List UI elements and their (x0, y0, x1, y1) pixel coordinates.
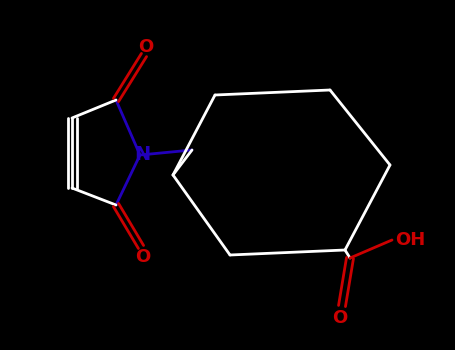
Text: O: O (136, 248, 151, 266)
Text: O: O (332, 309, 348, 327)
Text: N: N (134, 146, 150, 164)
Text: OH: OH (395, 231, 425, 249)
Text: O: O (138, 38, 154, 56)
